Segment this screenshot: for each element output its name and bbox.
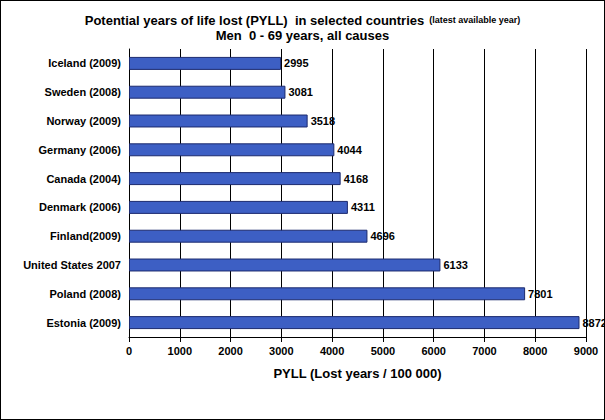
svg-text:Canada (2004): Canada (2004) [46,173,121,185]
svg-text:United States 2007: United States 2007 [23,259,121,271]
svg-text:7000: 7000 [472,345,496,357]
svg-text:4168: 4168 [344,173,368,185]
svg-text:Men 0 - 69 years, all causes: Men 0 - 69 years, all causes [216,28,389,43]
svg-text:7801: 7801 [528,288,552,300]
svg-text:3518: 3518 [311,115,335,127]
svg-text:3000: 3000 [269,345,293,357]
svg-text:0: 0 [126,345,132,357]
svg-text:2000: 2000 [218,345,242,357]
svg-text:3081: 3081 [288,86,312,98]
svg-text:Germany (2006): Germany (2006) [38,144,121,156]
svg-text:4311: 4311 [351,201,375,213]
svg-text:6000: 6000 [421,345,445,357]
svg-text:PYLL (Lost years / 100 000): PYLL (Lost years / 100 000) [273,366,441,381]
svg-text:Potential years of life lost (: Potential years of life lost (PYLL) in s… [85,13,425,28]
svg-text:Iceland (2009): Iceland (2009) [48,57,121,69]
svg-text:4696: 4696 [370,230,394,242]
svg-text:Sweden (2008): Sweden (2008) [45,86,122,98]
svg-text:8000: 8000 [523,345,547,357]
svg-text:Denmark (2006): Denmark (2006) [39,201,121,213]
svg-text:Norway (2009): Norway (2009) [46,115,121,127]
svg-text:5000: 5000 [371,345,395,357]
svg-text:9000: 9000 [574,345,598,357]
svg-text:Finland(2009): Finland(2009) [50,230,121,242]
svg-text:8872: 8872 [583,317,604,329]
svg-text:4000: 4000 [320,345,344,357]
svg-text:(latest available year): (latest available year) [429,15,520,25]
svg-text:Estonia (2009): Estonia (2009) [46,317,121,329]
svg-text:1000: 1000 [168,345,192,357]
svg-text:6133: 6133 [443,259,467,271]
svg-text:4044: 4044 [337,144,362,156]
svg-text:2995: 2995 [284,57,308,69]
svg-text:Poland (2008): Poland (2008) [49,288,121,300]
